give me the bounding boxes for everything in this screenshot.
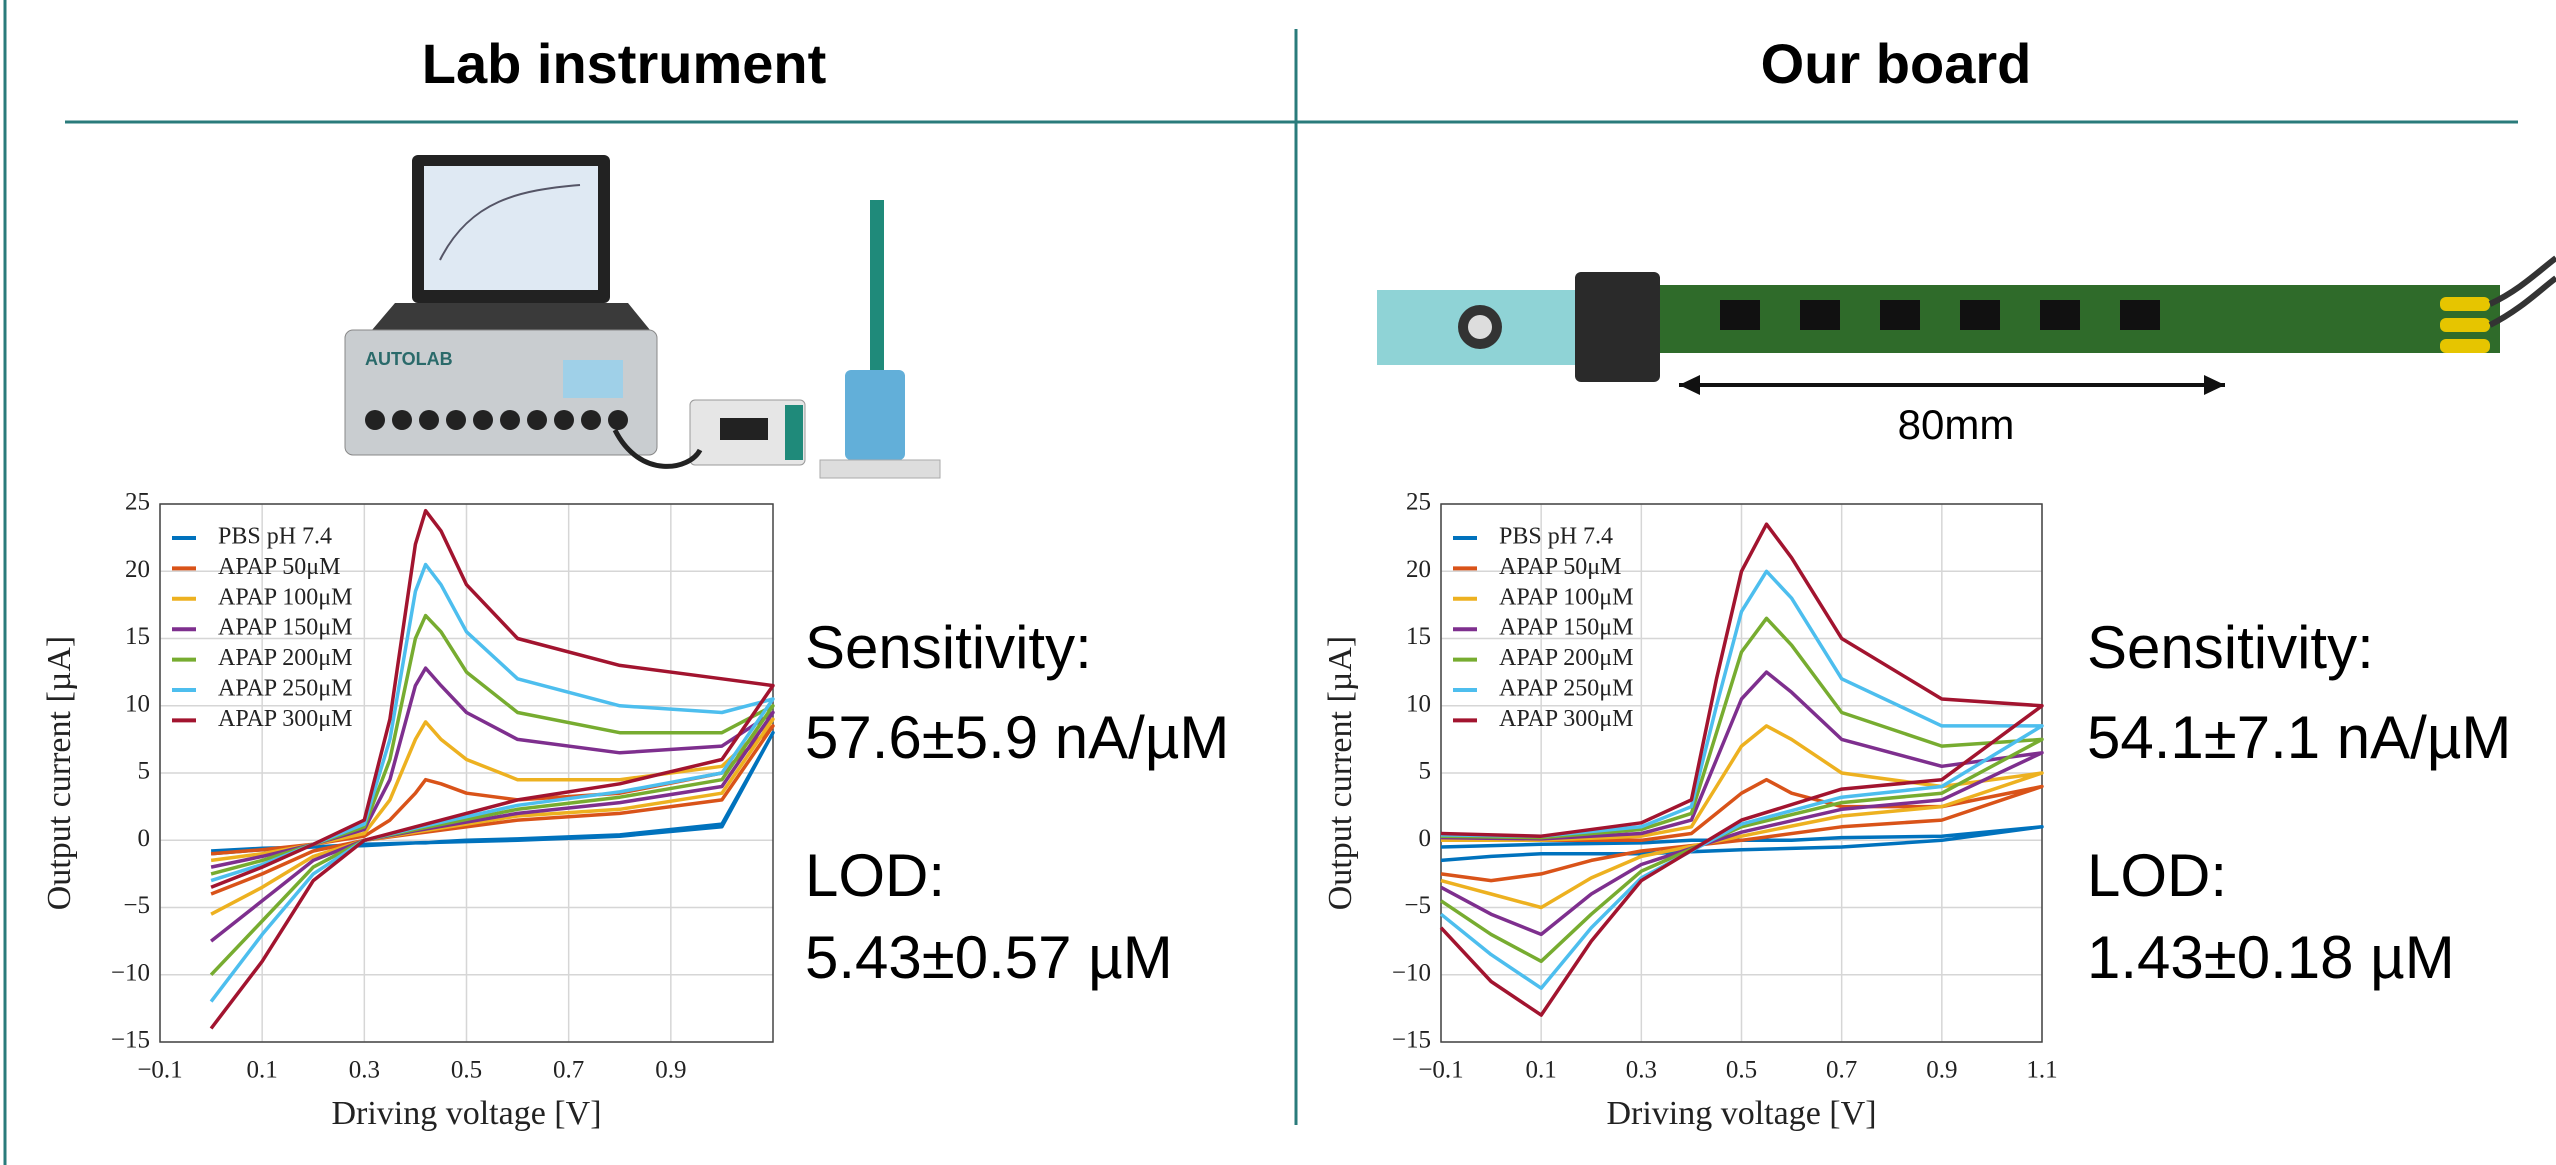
legend-label: APAP 300μM [218,706,352,732]
legend-label: APAP 50μM [1499,554,1621,580]
y-tick-label: 15 [125,623,150,650]
legend-label: APAP 50μM [218,554,340,580]
y-tick-label: 20 [125,556,150,583]
legend-label: APAP 250μM [218,676,352,702]
y-tick-label: 5 [138,758,151,785]
metric-text: LOD: [2087,842,2227,909]
x-tick-label: 0.5 [451,1057,482,1084]
legend-label: PBS pH 7.4 [1499,524,1613,550]
y-tick-label: 25 [125,489,150,516]
chart: −15 −10 −5 0 5 10 15 20 25 −0.1 0.1 0.3 0.5 0.7 0.9 1.1… [1322,489,2058,1132]
metric-text: Sensitivity: [805,614,1092,681]
legend-label: PBS pH 7.4 [218,524,332,550]
y-tick-label: 0 [1419,825,1432,852]
y-axis-label: Output current [µA] [41,636,78,911]
legend-label: APAP 300μM [1499,706,1633,732]
x-axis-label: Driving voltage [V] [331,1095,601,1132]
legend-label: APAP 150μM [1499,615,1633,641]
y-tick-label: 15 [1406,623,1431,650]
heading: Lab instrument [422,32,826,95]
metric-text: 5.43±0.57 µM [805,924,1173,991]
chart: −15 −10 −5 0 5 10 15 20 25 −0.1 0.1 0.3 0.5 0.7 0.9 PBS… [41,489,773,1132]
heading: Our board [1761,32,2032,95]
x-tick-label: 0.7 [553,1057,584,1084]
slide: Lab instrument Our board AUTOLAB 80mm Se… [0,0,2556,1165]
board-illustration [1377,258,2556,395]
y-tick-label: 0 [138,825,151,852]
x-tick-label: 1.1 [2026,1057,2057,1084]
x-tick-label: −0.1 [137,1057,182,1084]
x-tick-label: 0.9 [655,1057,686,1084]
y-tick-label: −15 [1392,1027,1431,1054]
metric-text: 57.6±5.9 nA/µM [805,704,1229,771]
x-tick-label: 0.5 [1726,1057,1757,1084]
x-tick-label: 0.3 [1626,1057,1657,1084]
y-tick-label: −10 [1392,959,1431,986]
scale-label: 80mm [1898,401,2015,448]
y-tick-label: 20 [1406,556,1431,583]
y-tick-label: −5 [123,892,150,919]
x-tick-label: 0.1 [247,1057,278,1084]
metric-text: 54.1±7.1 nA/µM [2087,704,2511,771]
legend-label: APAP 100μM [218,584,352,610]
x-tick-label: −0.1 [1418,1057,1463,1084]
x-tick-label: 0.7 [1826,1057,1857,1084]
y-tick-label: 25 [1406,489,1431,516]
legend-label: APAP 250μM [1499,676,1633,702]
legend-label: APAP 100μM [1499,584,1633,610]
y-axis-label: Output current [µA] [1322,636,1359,911]
legend-label: APAP 200μM [1499,645,1633,671]
x-axis-label: Driving voltage [V] [1606,1095,1876,1132]
page: Lab instrument Our board AUTOLAB 80mm Se… [0,0,2556,1165]
x-tick-label: 0.3 [349,1057,380,1084]
y-tick-label: −15 [111,1027,150,1054]
svg-text:AUTOLAB: AUTOLAB [365,349,453,369]
y-tick-label: −5 [1404,892,1431,919]
legend-label: APAP 200μM [218,645,352,671]
metric-text: 1.43±0.18 µM [2087,924,2455,991]
y-tick-label: 5 [1419,758,1432,785]
x-tick-label: 0.9 [1926,1057,1957,1084]
metric-text: LOD: [805,842,945,909]
y-tick-label: −10 [111,959,150,986]
y-tick-label: 10 [125,690,150,717]
y-tick-label: 10 [1406,690,1431,717]
x-tick-label: 0.1 [1526,1057,1557,1084]
metric-text: Sensitivity: [2087,614,2374,681]
instrument-illustration: AUTOLAB [345,155,940,478]
legend-label: APAP 150μM [218,615,352,641]
